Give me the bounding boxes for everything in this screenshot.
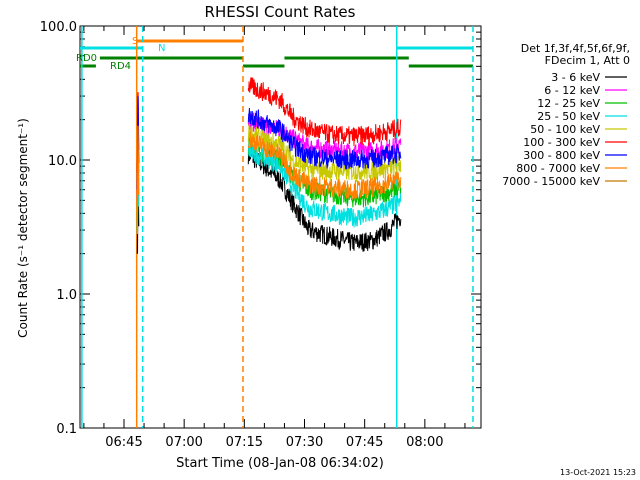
legend-entry: 100 - 300 keV [523, 136, 600, 149]
footer-date: 13-Oct-2021 15:23 [560, 468, 636, 477]
y-axis-label: Count Rate (s⁻¹ detector segment⁻¹) [16, 118, 30, 338]
flag-label: RD0 [76, 53, 97, 64]
y-axis-ticks: 0.1 1.0 10.0 100.0 [40, 20, 481, 437]
flag-label: N [158, 43, 165, 54]
legend-entry: 300 - 800 keV [523, 149, 600, 162]
x-axis-label: Start Time (08-Jan-08 06:34:02) [176, 456, 384, 471]
legend-header: Det 1f,3f,4f,5f,6f,9f, [521, 42, 630, 55]
x-tick-label: 07:00 [165, 435, 202, 450]
y-tick-label: 1.0 [56, 288, 77, 303]
series-lines [136, 77, 402, 254]
x-tick-label: 07:45 [346, 435, 383, 450]
plot-frame [79, 25, 482, 429]
series-line [247, 107, 402, 170]
x-tick-label: 07:15 [226, 435, 263, 450]
x-tick-label: 07:30 [286, 435, 323, 450]
flag-labels: S N RD0 RD4 [76, 36, 165, 72]
flag-label: RD4 [110, 61, 131, 72]
legend-header: FDecim 1, Att 0 [545, 54, 630, 67]
x-tick-label: 06:45 [105, 435, 142, 450]
y-tick-label: 0.1 [56, 422, 77, 437]
legend-entry: 800 - 7000 keV [516, 162, 600, 175]
y-tick-label: 10.0 [48, 154, 77, 169]
legend-entry: 12 - 25 keV [537, 97, 600, 110]
legend-entry: 50 - 100 keV [530, 123, 600, 136]
chart-title: RHESSI Count Rates [205, 3, 356, 21]
x-axis-ticks: 06:45 07:00 07:15 07:30 07:45 08:00 [83, 26, 466, 450]
flag-label: S [132, 36, 138, 47]
legend-entry: 6 - 12 keV [544, 84, 600, 97]
flag-bars [80, 39, 473, 68]
series-line [247, 77, 402, 147]
x-tick-label: 08:00 [406, 435, 443, 450]
legend-entry: 7000 - 15000 keV [502, 175, 600, 188]
series-line [247, 146, 402, 252]
y-tick-label: 100.0 [40, 20, 77, 35]
legend: Det 1f,3f,4f,5f,6f,9f,FDecim 1, Att 0 3 -… [502, 42, 630, 188]
series-line [247, 131, 402, 200]
vertical-markers [81, 26, 474, 428]
series-spike [136, 125, 140, 222]
series-line [247, 144, 402, 228]
legend-entry: 25 - 50 keV [537, 110, 600, 123]
legend-entry: 3 - 6 keV [551, 71, 600, 84]
